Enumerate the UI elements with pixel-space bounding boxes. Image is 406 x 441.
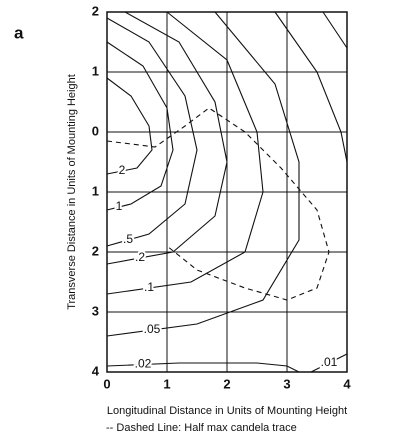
contour-label: .05 <box>144 322 161 336</box>
contour-label: .01 <box>321 355 338 369</box>
contour-line <box>106 11 264 295</box>
contour-line <box>310 11 348 373</box>
x-tick-label: 0 <box>103 376 110 391</box>
contour-label: 2 <box>119 163 126 177</box>
half-max-trace <box>106 107 330 301</box>
contour-label: .02 <box>135 357 152 371</box>
x-axis-title: Longitudinal Distance in Units of Mounti… <box>107 405 347 417</box>
contour-label: .2 <box>135 250 145 264</box>
y-tick-label: 0 <box>92 123 99 138</box>
contour-line <box>106 77 153 175</box>
contour-label: .1 <box>144 280 154 294</box>
note: -- Dashed Line: Half max candela trace <box>106 422 297 434</box>
x-tick-label: 4 <box>343 376 351 391</box>
y-tick-label: 4 <box>92 363 100 378</box>
x-tick-label: 3 <box>283 376 290 391</box>
contour-line <box>106 17 198 247</box>
contour-line <box>106 11 348 373</box>
y-tick-label: 1 <box>92 183 99 198</box>
x-tick-label: 1 <box>163 376 170 391</box>
contour-label: 1 <box>116 199 123 213</box>
contour-line <box>106 11 228 265</box>
plot-frame <box>106 11 348 373</box>
contour-line <box>106 41 174 211</box>
y-tick-label: 2 <box>92 3 99 18</box>
y-axis-title: Transverse Distance in Units of Mounting… <box>66 74 78 310</box>
contour-label: .5 <box>123 232 133 246</box>
contour-line <box>106 11 300 337</box>
x-tick-label: 2 <box>223 376 230 391</box>
panel-label: a <box>14 23 24 42</box>
y-tick-label: 2 <box>92 243 99 258</box>
y-tick-label: 3 <box>92 303 99 318</box>
y-tick-label: 1 <box>92 63 99 78</box>
